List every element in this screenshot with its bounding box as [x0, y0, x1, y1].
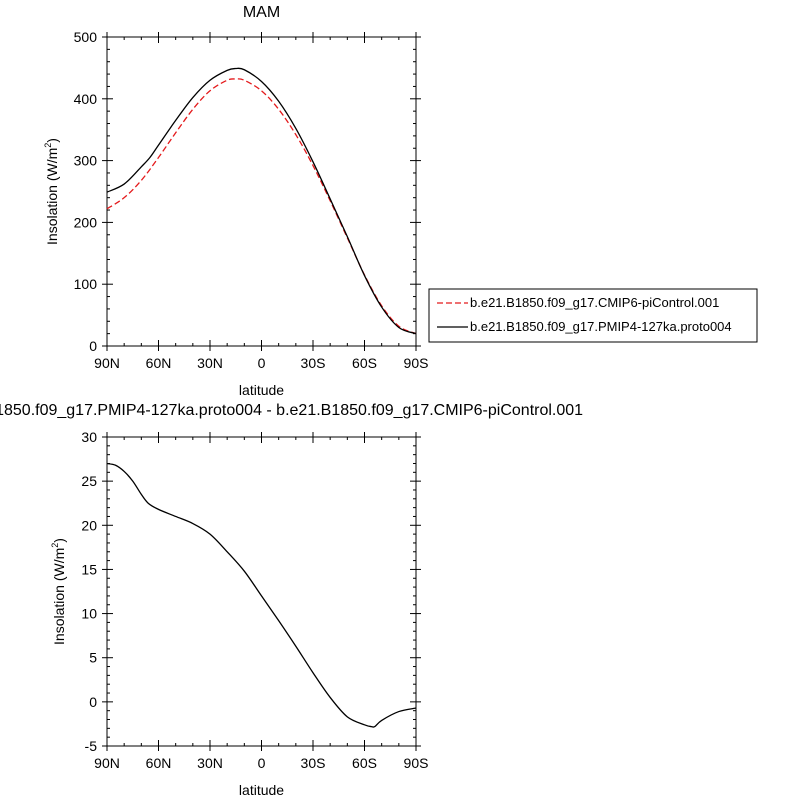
bottom-x-tick-label: 30N — [197, 755, 223, 771]
top-x-tick-label: 30S — [301, 355, 326, 371]
chart-bottom-y-axis-title-end: ) — [51, 538, 67, 543]
legend-label-pmip4: b.e21.B1850.f09_g17.PMIP4-127ka.proto004 — [470, 319, 732, 334]
chart-top-plot-frame — [106, 36, 417, 347]
chart-bottom-series — [106, 462, 417, 728]
top-y-tick-label: 300 — [74, 153, 98, 169]
bottom-y-tick-label: 20 — [81, 517, 97, 533]
top-x-tick-label: 60S — [352, 355, 377, 371]
bottom-x-tick-label: 60S — [352, 755, 377, 771]
top-x-tick-label: 60N — [146, 355, 172, 371]
top-x-tick-label: 30N — [197, 355, 223, 371]
chart-top-y-axis-title-main: Insolation (W/m — [44, 148, 60, 245]
bottom-y-tick-label: 0 — [89, 694, 97, 710]
top-y-tick-label: 500 — [74, 29, 98, 45]
bottom-y-tick-label: -5 — [85, 738, 98, 754]
bottom-series-line-0 — [106, 462, 417, 728]
bottom-y-tick-label: 10 — [81, 606, 97, 622]
chart-top-series — [106, 67, 417, 335]
chart-bottom-y-axis-title: Insolation (W/m2) — [50, 538, 67, 645]
top-x-tick-label: 90S — [404, 355, 429, 371]
top-x-tick-label: 90N — [94, 355, 120, 371]
chart-top-title: MAM — [243, 4, 280, 21]
chart-bottom-plot-frame — [106, 436, 417, 747]
bottom-x-tick-label: 0 — [258, 755, 266, 771]
chart-top-y-axis-title: Insolation (W/m2) — [43, 138, 60, 245]
chart-bottom-y-axis-title-main: Insolation (W/m — [51, 548, 67, 645]
chart-bottom-x-axis-title: latitude — [239, 782, 284, 798]
chart-bottom-x-ticks: 90N 60N 30N 0 30S 60S 90S — [94, 432, 428, 771]
top-y-tick-label: 0 — [89, 338, 97, 354]
bottom-y-tick-label: 5 — [89, 650, 97, 666]
top-series-line-1 — [106, 67, 417, 335]
bottom-y-tick-label: 30 — [81, 429, 97, 445]
bottom-x-tick-label: 60N — [146, 755, 172, 771]
chart-top-y-axis-title-end: ) — [44, 138, 60, 143]
bottom-x-tick-label: 30S — [301, 755, 326, 771]
chart-bottom-y-ticks: -5 0 5 10 15 20 25 30 — [81, 429, 421, 754]
legend-frame — [428, 288, 758, 343]
top-y-tick-label: 200 — [74, 214, 98, 230]
bottom-y-tick-label: 25 — [81, 473, 97, 489]
chart-top-x-axis-title: latitude — [239, 382, 284, 398]
chart-top-x-ticks: 90N 60N 30N 0 30S 60S 90S — [94, 32, 428, 371]
bottom-x-tick-label: 90N — [94, 755, 120, 771]
chart-top: MAM 0 100 200 300 400 500 90N 60N 30N 0 30S 60S 90S… — [43, 4, 428, 398]
top-x-tick-label: 0 — [258, 355, 266, 371]
chart-top-y-ticks: 0 100 200 300 400 500 — [74, 29, 421, 354]
chart-bottom-title: b.e21.B1850.f09_g17.PMIP4-127ka.proto004… — [0, 402, 583, 419]
top-series-line-0 — [106, 78, 417, 335]
bottom-y-tick-label: 15 — [81, 561, 97, 577]
legend-label-picontrol: b.e21.B1850.f09_g17.CMIP6-piControl.001 — [470, 295, 719, 310]
chart-bottom: b.e21.B1850.f09_g17.PMIP4-127ka.proto004… — [0, 402, 583, 798]
chart-top-y-axis-title-sup: 2 — [43, 143, 53, 148]
top-y-tick-label: 100 — [74, 276, 98, 292]
top-y-tick-label: 400 — [74, 91, 98, 107]
bottom-x-tick-label: 90S — [404, 755, 429, 771]
legend: b.e21.B1850.f09_g17.CMIP6-piControl.001 … — [428, 288, 758, 343]
chart-bottom-y-axis-title-sup: 2 — [50, 543, 60, 548]
